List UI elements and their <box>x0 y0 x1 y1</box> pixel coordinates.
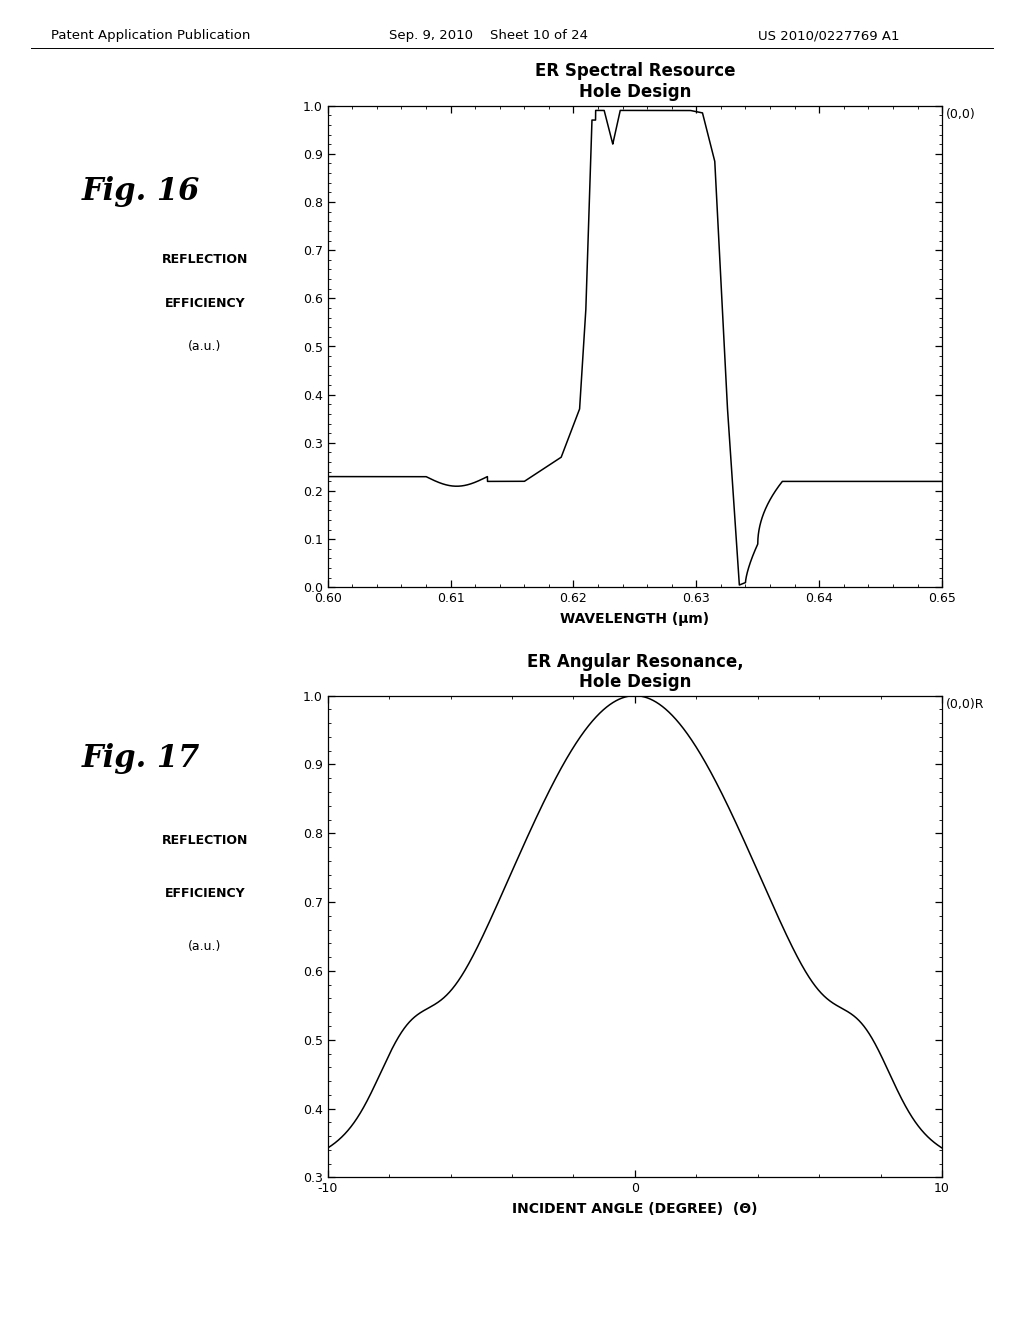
Text: EFFICIENCY: EFFICIENCY <box>165 887 245 900</box>
Title: ER Spectral Resource
Hole Design: ER Spectral Resource Hole Design <box>535 62 735 102</box>
Text: EFFICIENCY: EFFICIENCY <box>165 297 245 310</box>
Text: US 2010/0227769 A1: US 2010/0227769 A1 <box>758 29 899 42</box>
Text: REFLECTION: REFLECTION <box>162 253 248 267</box>
Text: Fig. 17: Fig. 17 <box>82 743 201 775</box>
Text: (0,0)R: (0,0)R <box>946 698 985 711</box>
Title: ER Angular Resonance,
Hole Design: ER Angular Resonance, Hole Design <box>526 652 743 692</box>
Text: Sep. 9, 2010    Sheet 10 of 24: Sep. 9, 2010 Sheet 10 of 24 <box>389 29 588 42</box>
Text: REFLECTION: REFLECTION <box>162 834 248 846</box>
Text: Fig. 16: Fig. 16 <box>82 176 201 207</box>
X-axis label: INCIDENT ANGLE (DEGREE)  (Θ): INCIDENT ANGLE (DEGREE) (Θ) <box>512 1203 758 1216</box>
Text: (a.u.): (a.u.) <box>188 940 221 953</box>
Text: Patent Application Publication: Patent Application Publication <box>51 29 251 42</box>
Text: (0,0): (0,0) <box>946 108 976 121</box>
X-axis label: WAVELENGTH (μm): WAVELENGTH (μm) <box>560 612 710 626</box>
Text: (a.u.): (a.u.) <box>188 341 221 352</box>
